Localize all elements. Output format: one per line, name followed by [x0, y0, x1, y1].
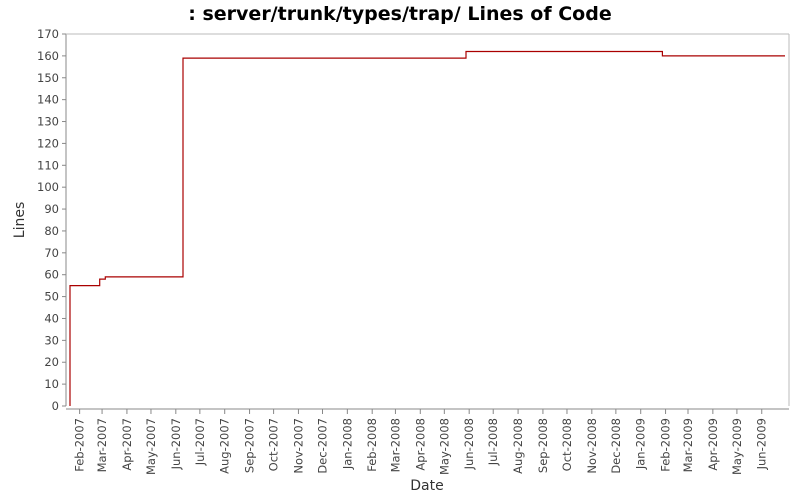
x-tick-label: Feb-2008 — [365, 418, 379, 472]
x-tick-label: Apr-2007 — [120, 418, 134, 471]
y-tick-label: 10 — [44, 377, 59, 391]
x-tick-label: Nov-2008 — [585, 418, 599, 474]
y-tick-label: 30 — [44, 333, 59, 347]
x-tick-label: Apr-2008 — [413, 418, 427, 471]
x-tick-label: Oct-2008 — [560, 418, 574, 471]
y-tick-label: 100 — [37, 180, 59, 194]
series-line — [69, 50, 785, 406]
x-tick-label: Jan-2009 — [634, 418, 648, 470]
y-tick-label: 90 — [44, 202, 59, 216]
x-tick-label: Dec-2007 — [315, 418, 329, 474]
y-tick-label: 170 — [37, 27, 59, 41]
x-tick-label: Mar-2007 — [95, 418, 109, 472]
y-tick-label: 0 — [52, 399, 59, 413]
y-tick-label: 40 — [44, 311, 59, 325]
x-tick-label: Jun-2008 — [462, 418, 476, 470]
x-tick-label: Feb-2009 — [659, 418, 673, 472]
y-tick-label: 140 — [37, 93, 59, 107]
x-axis: Feb-2007 Mar-2007 Apr-2007 May-2007 Jun-2007… — [66, 408, 789, 475]
x-tick-label: Apr-2009 — [706, 418, 720, 471]
x-tick-label: Jun-2007 — [169, 418, 183, 470]
y-tick-label: 130 — [37, 115, 59, 129]
y-tick-label: 20 — [44, 355, 59, 369]
x-tick-label: Mar-2008 — [388, 418, 402, 472]
y-tick-label: 70 — [44, 246, 59, 260]
y-tick-label: 120 — [37, 136, 59, 150]
x-tick-label: Oct-2007 — [267, 418, 281, 471]
x-tick-label: Aug-2008 — [511, 418, 525, 474]
y-tick-label: 50 — [44, 290, 59, 304]
y-tick-label: 80 — [44, 224, 59, 238]
x-tick-label: Feb-2007 — [73, 418, 87, 472]
x-tick-label: Jan-2008 — [340, 418, 354, 470]
y-axis: 0 10 20 30 40 50 60 70 80 90 100 110 120 130 140 150 160… — [37, 27, 790, 413]
x-tick-label: Mar-2009 — [681, 418, 695, 472]
x-tick-label: Jul-2008 — [486, 418, 500, 466]
x-tick-label: Nov-2007 — [291, 418, 305, 474]
x-tick-label: May-2007 — [144, 418, 158, 475]
x-tick-label: May-2008 — [437, 418, 451, 475]
x-tick-label: Jun-2009 — [755, 418, 769, 470]
y-tick-label: 150 — [37, 71, 59, 85]
x-tick-label: Jul-2007 — [193, 418, 207, 466]
chart-title: : server/trunk/types/trap/ Lines of Code — [188, 3, 611, 25]
y-tick-label: 160 — [37, 49, 59, 63]
x-tick-label: Dec-2008 — [609, 418, 623, 474]
x-tick-label: Sep-2008 — [536, 418, 550, 473]
x-axis-label: Date — [410, 478, 443, 494]
y-tick-label: 60 — [44, 268, 59, 282]
y-tick-label: 110 — [37, 158, 59, 172]
y-axis-label: Lines — [12, 202, 28, 238]
x-tick-label: Aug-2007 — [218, 418, 232, 474]
x-tick-label: May-2009 — [730, 418, 744, 475]
x-tick-label: Sep-2007 — [243, 418, 257, 473]
plot-area — [69, 50, 785, 406]
